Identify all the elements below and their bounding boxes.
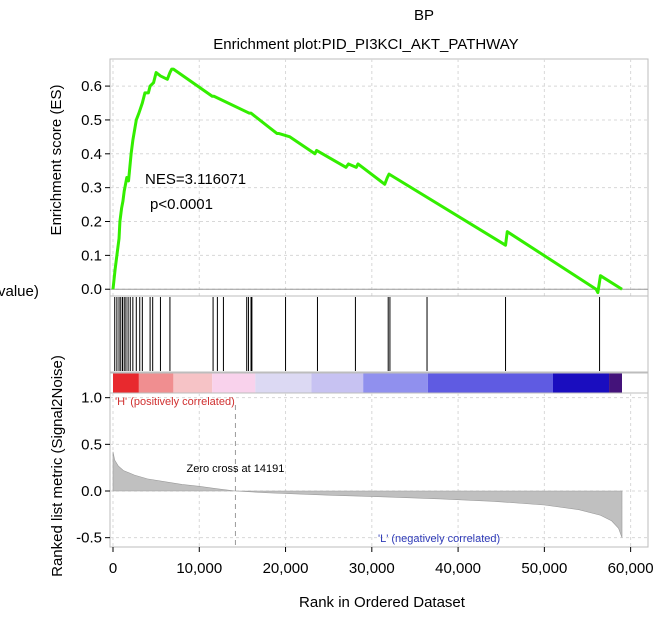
x-tick-label: 10,000 <box>176 560 222 577</box>
clipped-axis-label: value) <box>0 283 39 300</box>
ranked-y-tick-label: 1.0 <box>81 390 102 407</box>
hit-marks <box>114 297 601 371</box>
ranked-metric-area <box>112 451 623 538</box>
es-curve <box>111 67 623 295</box>
heatmap-segment <box>427 373 553 393</box>
x-axis-ticks: 0 10,000 20,000 30,000 40,000 50,000 60,000 <box>109 547 654 577</box>
zero-cross-label: Zero cross at 14191 <box>187 463 285 475</box>
heatmap-segment <box>609 373 622 393</box>
heatmap-segment <box>113 373 139 393</box>
ranked-y-axis-label: Ranked list metric (Signal2Noise) <box>49 355 66 577</box>
pvalue-annotation: p<0.0001 <box>150 196 213 213</box>
es-panel-frame <box>109 58 649 297</box>
es-y-tick-label: 0.6 <box>81 78 102 95</box>
heatmap-segment <box>138 373 174 393</box>
hits-panel-frame <box>109 295 649 373</box>
es-y-tick-label: 0.3 <box>81 180 102 197</box>
collection-label: BP <box>414 7 434 24</box>
chart-title: Enrichment plot:PID_PI3KCI_AKT_PATHWAY <box>213 36 518 53</box>
ranked-y-tick-label: 0.0 <box>81 483 102 500</box>
x-tick-label: 30,000 <box>349 560 395 577</box>
x-axis-label: Rank in Ordered Dataset <box>299 594 466 611</box>
ranked-gridlines <box>110 393 648 547</box>
enrichment-score-panel: 0.0 0.1 0.2 0.3 0.4 0.5 0.6 NES=3.116071 p<0.0… <box>48 58 649 298</box>
es-y-tick-label: 0.2 <box>81 214 102 231</box>
heatmap-segment <box>363 373 428 393</box>
ranked-y-ticks: 1.0 0.5 0.0 -0.5 <box>76 390 110 547</box>
x-tick-label: 0 <box>109 560 117 577</box>
es-y-ticks: 0.0 0.1 0.2 0.3 0.4 0.5 0.6 <box>81 78 110 298</box>
x-tick-label: 40,000 <box>435 560 481 577</box>
ranked-y-tick-label: -0.5 <box>76 530 102 547</box>
es-y-tick-label: 0.1 <box>81 247 102 264</box>
heatmap-segment <box>255 373 312 393</box>
es-y-tick-label: 0.0 <box>81 281 102 298</box>
heatmap-segment <box>552 373 610 393</box>
negative-correlation-label: 'L' (negatively correlated) <box>378 533 500 545</box>
ranked-list-panel: Zero cross at 14191 'H' (positively corr… <box>49 355 649 577</box>
nes-annotation: NES=3.116071 <box>145 171 246 188</box>
x-tick-label: 60,000 <box>608 560 654 577</box>
positive-correlation-label: 'H' (positively correlated) <box>115 396 235 408</box>
x-tick-label: 20,000 <box>263 560 309 577</box>
es-y-tick-label: 0.5 <box>81 112 102 129</box>
ranked-y-tick-label: 0.5 <box>81 436 102 453</box>
heatmap-segment <box>212 373 256 393</box>
gene-hits-panel <box>109 295 649 373</box>
es-y-tick-label: 0.4 <box>81 146 102 163</box>
rank-heatmap-bar <box>109 372 649 394</box>
heatmap-segment <box>173 373 213 393</box>
es-y-axis-label: Enrichment score (ES) <box>48 85 65 236</box>
heatmap-segment <box>311 373 364 393</box>
x-tick-label: 50,000 <box>521 560 567 577</box>
